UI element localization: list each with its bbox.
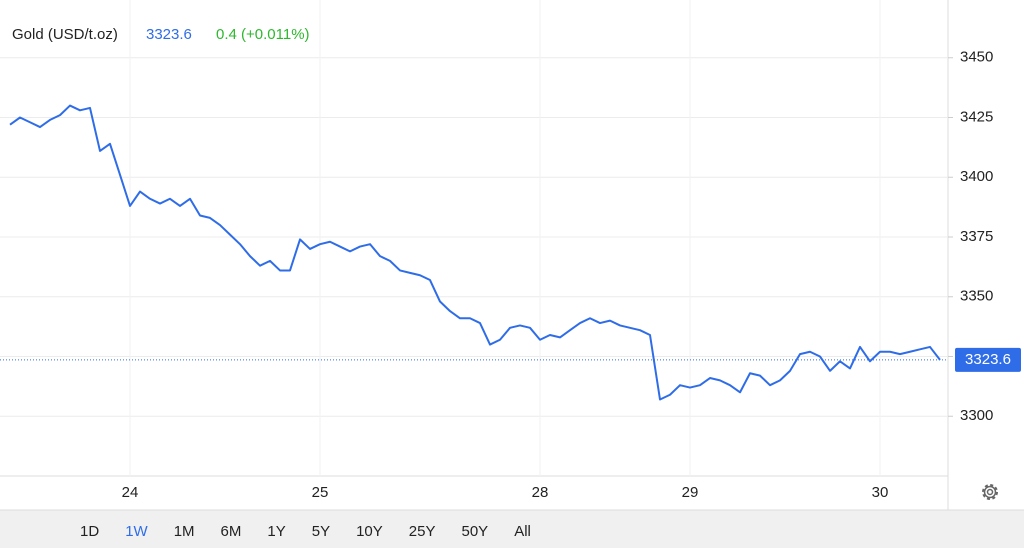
price-line bbox=[9, 104, 941, 401]
range-button[interactable]: 1Y bbox=[267, 523, 285, 540]
range-button[interactable]: 50Y bbox=[462, 523, 489, 540]
price-change: 0.4 (+0.011%) bbox=[216, 26, 310, 43]
y-tick-label: 3450 bbox=[960, 49, 993, 66]
range-button[interactable]: 6M bbox=[221, 523, 242, 540]
range-button[interactable]: 1D bbox=[80, 523, 99, 540]
x-tick-label: 28 bbox=[532, 484, 549, 501]
range-button[interactable]: All bbox=[514, 523, 531, 540]
range-button[interactable]: 5Y bbox=[312, 523, 330, 540]
last-price-tag-label: 3323.6 bbox=[965, 351, 1011, 368]
range-button[interactable]: 1W bbox=[125, 523, 148, 540]
x-tick-label: 24 bbox=[122, 484, 139, 501]
y-tick-label: 3350 bbox=[960, 288, 993, 305]
grid bbox=[0, 0, 948, 476]
x-tick-label: 29 bbox=[682, 484, 699, 501]
x-tick-label: 30 bbox=[872, 484, 889, 501]
last-price-tag bbox=[955, 347, 1021, 372]
y-tick-label: 3375 bbox=[960, 228, 993, 245]
chart-title: Gold (USD/t.oz) bbox=[12, 26, 118, 43]
range-button[interactable]: 10Y bbox=[356, 523, 383, 540]
range-bar bbox=[0, 510, 1024, 548]
y-tick-label: 3300 bbox=[960, 407, 993, 424]
range-button[interactable]: 25Y bbox=[409, 523, 436, 540]
last-price: 3323.6 bbox=[146, 26, 192, 43]
settings-icon[interactable] bbox=[982, 484, 998, 500]
range-button[interactable]: 1M bbox=[174, 523, 195, 540]
y-tick-label: 3425 bbox=[960, 108, 993, 125]
x-tick-label: 25 bbox=[312, 484, 329, 501]
y-tick-label: 3400 bbox=[960, 168, 993, 185]
